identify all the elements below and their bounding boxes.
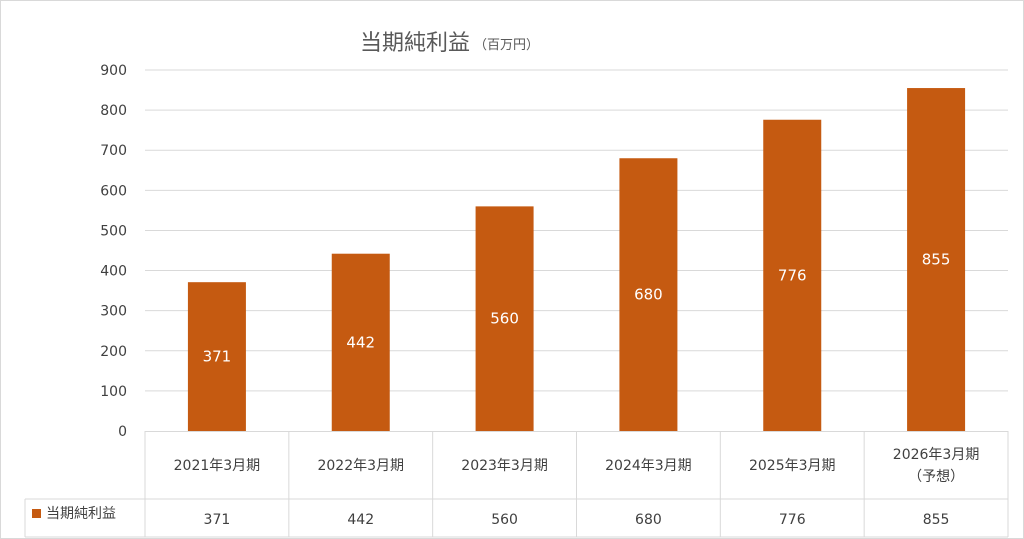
y-tick-label: 100: [100, 384, 127, 400]
table-value: 560: [491, 512, 518, 528]
category-label: 2021年3月期: [174, 458, 261, 474]
data-label: 855: [922, 251, 951, 269]
category-label: 2022年3月期: [317, 458, 404, 474]
chart-title-unit: （百万円）: [474, 38, 539, 53]
bar: [331, 253, 390, 431]
table-value: 442: [347, 512, 374, 528]
y-tick-label: 400: [100, 264, 127, 280]
y-tick-label: 0: [118, 424, 127, 440]
y-tick-label: 500: [100, 223, 127, 239]
bar: [763, 119, 822, 431]
data-label: 371: [203, 348, 232, 366]
y-tick-label: 800: [100, 103, 127, 119]
bar: [475, 206, 534, 431]
y-axis: 0 100 200 300 400 500 600 700 800 900: [100, 63, 127, 440]
table-value: 776: [779, 512, 806, 528]
y-tick-label: 300: [100, 304, 127, 320]
data-label: 442: [346, 333, 375, 351]
data-label: 776: [778, 266, 807, 284]
category-label: 2026年3月期: [893, 447, 980, 463]
chart-title: 当期純利益: [360, 31, 470, 56]
table-value: 855: [923, 512, 950, 528]
data-label: 560: [490, 310, 519, 328]
category-label: 2024年3月期: [605, 458, 692, 474]
legend-swatch: [32, 509, 41, 518]
category-label: 2023年3月期: [461, 458, 548, 474]
y-tick-label: 900: [100, 63, 127, 79]
bar-series: 371 442 560 680 776 855: [187, 88, 966, 432]
legend-label: 当期純利益: [46, 506, 116, 522]
category-label: 2025年3月期: [749, 458, 836, 474]
bar: [187, 282, 246, 431]
bar: [907, 88, 966, 432]
y-tick-label: 200: [100, 344, 127, 360]
data-label: 680: [634, 286, 663, 304]
table-value: 680: [635, 512, 662, 528]
table-value: 371: [204, 512, 231, 528]
data-table: 2021年3月期 2022年3月期 2023年3月期 2024年3月期 2025年3月期…: [24, 431, 1009, 538]
y-tick-label: 600: [100, 183, 127, 199]
category-label: （予想）: [908, 469, 964, 485]
bar: [619, 158, 678, 431]
y-tick-label: 700: [100, 143, 127, 159]
gridlines: [145, 69, 1008, 392]
